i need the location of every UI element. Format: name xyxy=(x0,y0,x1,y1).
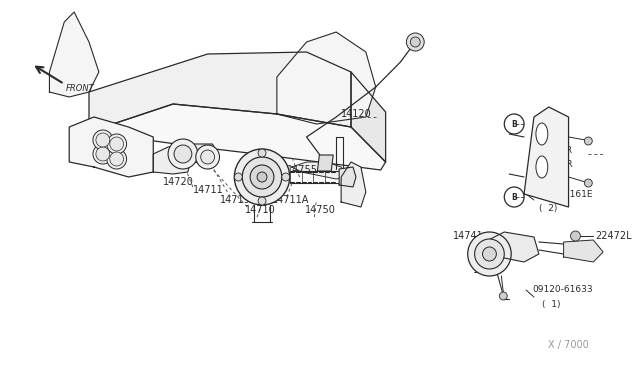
Polygon shape xyxy=(89,104,386,170)
Polygon shape xyxy=(484,232,539,262)
Circle shape xyxy=(234,149,290,205)
Circle shape xyxy=(109,152,124,166)
Circle shape xyxy=(282,173,290,181)
Circle shape xyxy=(234,173,243,181)
Text: CLEANER: CLEANER xyxy=(532,160,573,169)
Text: 09120-61633: 09120-61633 xyxy=(532,285,593,295)
Circle shape xyxy=(196,145,220,169)
Polygon shape xyxy=(351,72,386,162)
Circle shape xyxy=(258,197,266,205)
Circle shape xyxy=(93,130,113,150)
Circle shape xyxy=(584,137,592,145)
Circle shape xyxy=(93,144,113,164)
Text: 14755: 14755 xyxy=(287,165,317,175)
Text: 22472L: 22472L xyxy=(595,231,632,241)
Polygon shape xyxy=(89,52,351,132)
Circle shape xyxy=(570,231,580,241)
Circle shape xyxy=(168,139,198,169)
Circle shape xyxy=(258,149,266,157)
Text: FRONT: FRONT xyxy=(67,83,95,93)
Circle shape xyxy=(410,37,420,47)
Polygon shape xyxy=(341,162,366,207)
Circle shape xyxy=(499,292,508,300)
Polygon shape xyxy=(339,167,356,187)
Circle shape xyxy=(483,247,497,261)
Circle shape xyxy=(96,133,109,147)
Circle shape xyxy=(257,172,267,182)
Polygon shape xyxy=(153,144,193,174)
Text: SUPT-AIR: SUPT-AIR xyxy=(532,145,572,154)
Text: 08120-8161E: 08120-8161E xyxy=(532,189,593,199)
Circle shape xyxy=(174,145,192,163)
Text: 14120: 14120 xyxy=(341,109,372,119)
Text: 14719: 14719 xyxy=(220,195,250,205)
Circle shape xyxy=(201,150,214,164)
Text: B: B xyxy=(511,119,517,128)
Circle shape xyxy=(107,149,127,169)
Polygon shape xyxy=(317,155,333,171)
Text: (  2): ( 2) xyxy=(539,203,557,212)
Polygon shape xyxy=(49,12,99,97)
Ellipse shape xyxy=(536,156,548,178)
Circle shape xyxy=(475,239,504,269)
Circle shape xyxy=(109,137,124,151)
Ellipse shape xyxy=(536,123,548,145)
Text: 14750: 14750 xyxy=(305,205,335,215)
Text: 14741: 14741 xyxy=(453,231,484,241)
Text: 14711: 14711 xyxy=(193,185,223,195)
Circle shape xyxy=(243,157,282,197)
Text: X / 7000: X / 7000 xyxy=(548,340,588,350)
Text: 14730: 14730 xyxy=(473,265,504,275)
Text: 14710: 14710 xyxy=(245,205,276,215)
Polygon shape xyxy=(277,32,376,124)
Circle shape xyxy=(250,165,274,189)
Polygon shape xyxy=(524,107,568,207)
Circle shape xyxy=(406,33,424,51)
Polygon shape xyxy=(188,144,218,165)
Polygon shape xyxy=(69,117,153,177)
Text: B: B xyxy=(511,192,517,202)
Polygon shape xyxy=(564,240,603,262)
Text: 14720: 14720 xyxy=(163,177,194,187)
Circle shape xyxy=(96,147,109,161)
Circle shape xyxy=(584,179,592,187)
Polygon shape xyxy=(292,162,346,179)
Circle shape xyxy=(107,134,127,154)
Text: 14711A: 14711A xyxy=(272,195,309,205)
Text: (  1): ( 1) xyxy=(542,299,561,308)
Circle shape xyxy=(468,232,511,276)
